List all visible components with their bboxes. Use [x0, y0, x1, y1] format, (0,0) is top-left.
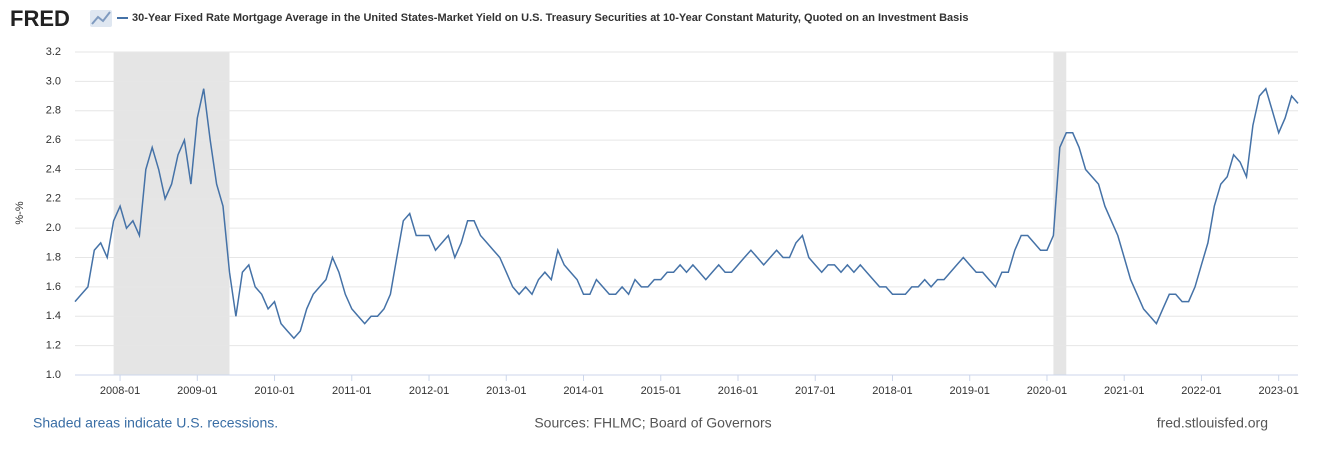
- x-tick-label: 2012-01: [409, 385, 449, 397]
- y-tick-label: 2.2: [46, 193, 61, 205]
- x-tick-label: 2017-01: [795, 385, 835, 397]
- x-tick-label: 2010-01: [254, 385, 294, 397]
- x-tick-label: 2022-01: [1181, 385, 1221, 397]
- series-line: [74, 87, 1299, 340]
- x-tick-label: 2016-01: [718, 385, 758, 397]
- y-tick-label: 2.8: [46, 105, 61, 117]
- x-tick-label: 2013-01: [486, 385, 526, 397]
- y-tick-label: 3.0: [46, 75, 61, 87]
- x-tick-label: 2020-01: [1027, 385, 1067, 397]
- legend-label: 30-Year Fixed Rate Mortgage Average in t…: [132, 12, 968, 24]
- recession-shade: [1053, 52, 1067, 375]
- recession-note: Shaded areas indicate U.S. recessions.: [33, 415, 278, 431]
- y-tick-label: 1.4: [46, 310, 61, 322]
- x-tick-label: 2011-01: [332, 385, 372, 397]
- x-tick-label: 2014-01: [563, 385, 603, 397]
- y-tick-label: 1.2: [46, 340, 61, 352]
- y-axis-label: %-%: [14, 201, 26, 224]
- site: fred.stlouisfed.org: [1157, 415, 1268, 431]
- y-tick-label: 2.4: [46, 163, 61, 175]
- x-tick-label: 2015-01: [641, 385, 681, 397]
- logo-icon: [90, 10, 112, 27]
- y-tick-label: 2.0: [46, 222, 61, 234]
- x-tick-label: 2021-01: [1104, 385, 1144, 397]
- x-tick-label: 2019-01: [950, 385, 990, 397]
- x-tick-label: 2023-01: [1259, 385, 1299, 397]
- sources: Sources: FHLMC; Board of Governors: [534, 415, 771, 431]
- x-tick-label: 2008-01: [100, 385, 140, 397]
- x-tick-label: 2009-01: [177, 385, 217, 397]
- x-tick-label: 2018-01: [872, 385, 912, 397]
- y-tick-label: 3.2: [46, 46, 61, 58]
- recession-shade: [113, 52, 230, 375]
- y-tick-label: 2.6: [46, 134, 61, 146]
- logo: FRED: [10, 6, 70, 31]
- y-tick-label: 1.8: [46, 251, 61, 263]
- y-tick-label: 1.6: [46, 281, 61, 293]
- y-tick-label: 1.0: [46, 369, 61, 381]
